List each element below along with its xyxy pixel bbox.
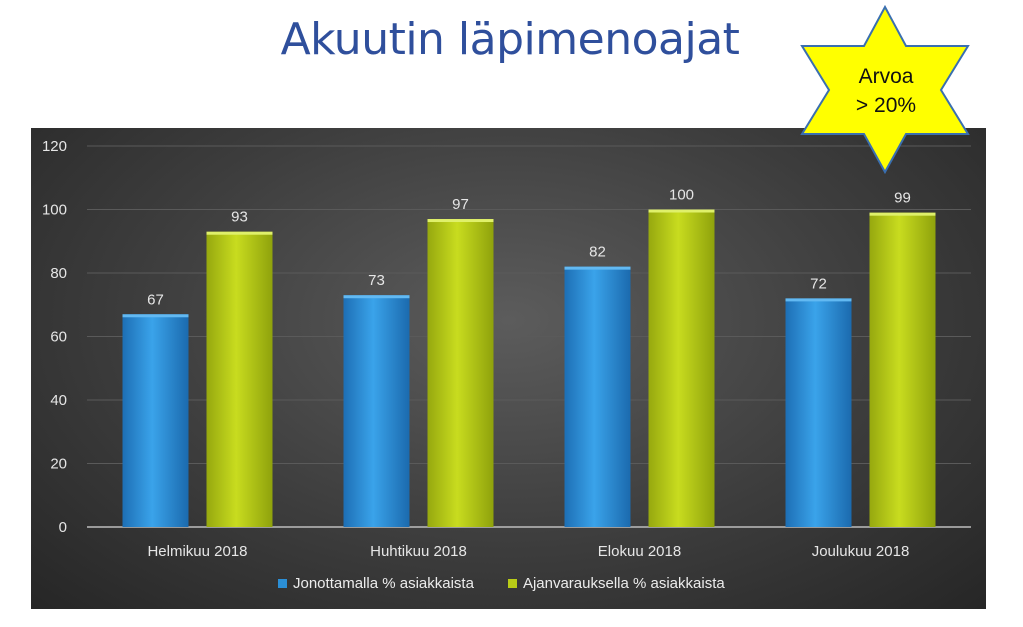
x-axis: Helmikuu 2018 Huhtikuu 2018 Elokuu 2018 Jou… xyxy=(147,543,909,560)
bar-top-highlight xyxy=(343,295,410,299)
bar-top-highlight xyxy=(869,212,936,216)
bar-top-highlight xyxy=(648,209,715,213)
bar-top-highlight xyxy=(122,314,189,318)
bar-ajanvarauksella xyxy=(648,209,715,527)
y-axis: 0 20 40 60 80 100 120 xyxy=(42,138,67,536)
x-tick-label: Joulukuu 2018 xyxy=(812,543,910,560)
bar-top-highlight xyxy=(785,298,852,302)
x-tick-label: Huhtikuu 2018 xyxy=(370,543,467,560)
bars xyxy=(122,209,936,528)
bar-chart: 0 20 40 60 80 100 120 67 93 73 97 82 100 72 99 Helmik… xyxy=(42,138,971,560)
bar-ajanvarauksella xyxy=(869,212,936,528)
data-label: 72 xyxy=(810,275,827,292)
x-tick-label: Elokuu 2018 xyxy=(598,543,681,560)
chart-legend: Jonottamalla % asiakkaista Ajanvarauksel… xyxy=(278,575,725,592)
legend-swatch-blue xyxy=(278,579,287,588)
y-tick-label: 120 xyxy=(42,138,67,155)
bar-top-highlight xyxy=(206,231,273,235)
star-shape xyxy=(800,4,970,175)
legend-item-series-2: Ajanvarauksella % asiakkaista xyxy=(507,575,725,592)
bar-jonottamalla xyxy=(343,295,410,527)
star-badge-text: Arvoa > 20% xyxy=(826,62,946,120)
slide-title: Akuutin läpimenoajat xyxy=(280,14,740,65)
badge-line-2: > 20% xyxy=(855,94,917,117)
bar-jonottamalla xyxy=(785,298,852,527)
y-tick-label: 40 xyxy=(50,392,67,409)
y-tick-label: 80 xyxy=(50,265,67,282)
data-label: 100 xyxy=(669,187,694,204)
badge-line-1: Arvoa xyxy=(858,65,914,88)
data-label: 67 xyxy=(147,291,164,308)
data-label: 73 xyxy=(368,272,385,289)
legend-item-series-1: Jonottamalla % asiakkaista xyxy=(278,575,474,592)
bar-ajanvarauksella xyxy=(206,231,273,527)
bar-jonottamalla xyxy=(122,314,189,527)
star-badge-icon xyxy=(800,4,970,175)
chart-panel: 0 20 40 60 80 100 120 67 93 73 97 82 100 72 99 Helmik… xyxy=(31,128,986,609)
y-tick-label: 0 xyxy=(59,519,67,536)
legend-label-series-1: Jonottamalla % asiakkaista xyxy=(293,575,474,592)
x-tick-label: Helmikuu 2018 xyxy=(147,543,247,560)
y-tick-label: 60 xyxy=(50,329,67,346)
data-label: 99 xyxy=(894,190,911,207)
bar-jonottamalla xyxy=(564,266,631,527)
bar-top-highlight xyxy=(564,266,631,270)
data-label: 97 xyxy=(452,196,469,213)
y-tick-label: 100 xyxy=(42,202,67,219)
bar-ajanvarauksella xyxy=(427,219,494,527)
bar-top-highlight xyxy=(427,219,494,223)
data-labels: 67 93 73 97 82 100 72 99 xyxy=(147,187,911,309)
data-label: 93 xyxy=(231,209,248,226)
legend-swatch-green xyxy=(507,579,517,588)
data-label: 82 xyxy=(589,244,606,261)
y-tick-label: 20 xyxy=(50,456,67,473)
legend-label-series-2: Ajanvarauksella % asiakkaista xyxy=(522,575,725,592)
